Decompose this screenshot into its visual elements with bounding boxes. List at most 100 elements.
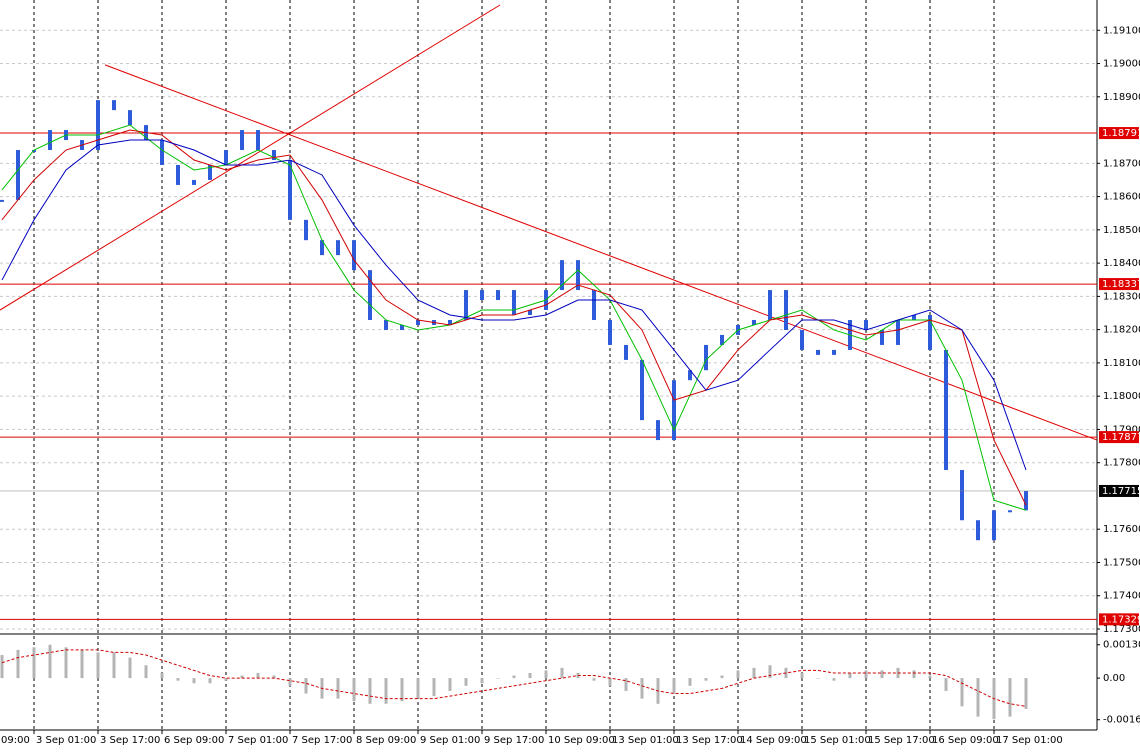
price-bar (928, 315, 932, 350)
price-bar (336, 240, 340, 256)
moving-average (1, 124, 1027, 511)
macd-bar (304, 678, 308, 694)
price-bar (496, 290, 500, 301)
macd-bar (480, 678, 484, 684)
price-bar (528, 310, 532, 316)
macd-bar (368, 678, 372, 704)
y-tick-label: 1.17400 (1103, 591, 1140, 602)
macd-bar (240, 675, 244, 679)
macd-bar (528, 672, 532, 679)
price-bar (176, 164, 180, 185)
y-tick-label: 1.19000 (1103, 59, 1140, 70)
macd-bar (224, 678, 228, 681)
macd-bar (592, 678, 596, 681)
y-tick-label: 1.18000 (1103, 391, 1140, 402)
trend-line (104, 64, 1098, 441)
price-bar (128, 110, 132, 126)
price-bar (304, 219, 308, 241)
price-bar (1024, 490, 1028, 511)
macd-bar (688, 678, 692, 686)
price-bar (16, 150, 20, 200)
x-tick-label: 13 Sep 01:00 (612, 735, 679, 746)
y-tick-label: 1.18300 (1103, 291, 1140, 302)
level-label: 1.17329 (1102, 614, 1140, 625)
y-tick-label: 1.18400 (1103, 258, 1140, 269)
price-bar (448, 319, 452, 325)
macd-bar (112, 652, 116, 679)
price-bar (816, 349, 820, 355)
price-bar (32, 150, 36, 153)
level-box (1099, 278, 1139, 291)
price-bar (368, 270, 372, 320)
macd-bar (64, 647, 68, 679)
price-bar (288, 159, 292, 220)
price-bar (320, 240, 324, 256)
macd-bar (416, 678, 420, 699)
macd-bar (1024, 678, 1028, 709)
macd-bar (720, 675, 724, 679)
price-bar (96, 100, 100, 151)
macd-bar (208, 678, 212, 684)
price-bar (960, 470, 964, 521)
x-tick-label: 16 Sep 09:00 (932, 735, 999, 746)
macd-bar (768, 665, 772, 679)
x-tick-label: 17 Sep 01:00 (996, 735, 1063, 746)
macd-bar (912, 670, 916, 679)
macd-bar (608, 678, 612, 686)
price-bar (208, 164, 212, 180)
price-bar (352, 240, 356, 271)
macd-bar (48, 644, 52, 679)
x-tick-label: 6 Sep 09:00 (164, 735, 224, 746)
macd-bar (960, 678, 964, 707)
price-bar (992, 510, 996, 541)
price-bar (592, 290, 596, 320)
current-label: 1.17715 (1102, 486, 1140, 497)
macd-bar (464, 678, 468, 686)
y-tick-label: 1.17500 (1103, 557, 1140, 568)
price-bar (112, 100, 116, 111)
macd-bar (736, 670, 740, 679)
current-box (1099, 484, 1139, 497)
y-tick-label: 1.17900 (1103, 424, 1140, 435)
price-bar (464, 290, 468, 320)
y-tick-label: 1.18500 (1103, 225, 1140, 236)
macd-bar (560, 667, 564, 679)
x-tick-label: 3 Sep 01:00 (36, 735, 96, 746)
macd-bar (336, 678, 340, 699)
macd-bar (544, 670, 548, 679)
macd-bar (944, 678, 948, 691)
macd-bar (176, 678, 180, 681)
macd-bar (80, 649, 84, 679)
price-bar (160, 140, 164, 165)
price-bar (400, 324, 404, 330)
macd-signal (1, 649, 1027, 707)
y-tick-label: 1.17600 (1103, 524, 1140, 535)
macd-bar (288, 678, 292, 686)
x-tick-label: 15 Sep 17:00 (868, 735, 935, 746)
macd-bar (432, 678, 436, 697)
x-tick-label: 15 Sep 01:00 (804, 735, 871, 746)
price-bar (0, 199, 4, 202)
price-bar (720, 334, 724, 345)
x-tick-label: 3 Sep 17:00 (100, 735, 160, 746)
price-bar (944, 349, 948, 471)
macd-bar (352, 678, 356, 702)
macd-bar (832, 678, 836, 681)
macd-bar (800, 672, 804, 679)
y-tick-label: 1.17800 (1103, 458, 1140, 469)
macd-bar (752, 667, 756, 679)
price-bar (800, 329, 804, 350)
price-bar (832, 349, 836, 355)
macd-bar (512, 675, 516, 679)
y-tick-label: 0.00 (1103, 673, 1125, 684)
y-tick-label: 1.19100 (1103, 25, 1140, 36)
level-box (1099, 127, 1139, 140)
macd-bar (864, 670, 868, 679)
x-tick-label: 9 Sep 17:00 (484, 735, 544, 746)
y-tick-label: 1.18700 (1103, 158, 1140, 169)
macd-bar (128, 657, 132, 679)
level-label: 1.18337 (1102, 279, 1140, 290)
